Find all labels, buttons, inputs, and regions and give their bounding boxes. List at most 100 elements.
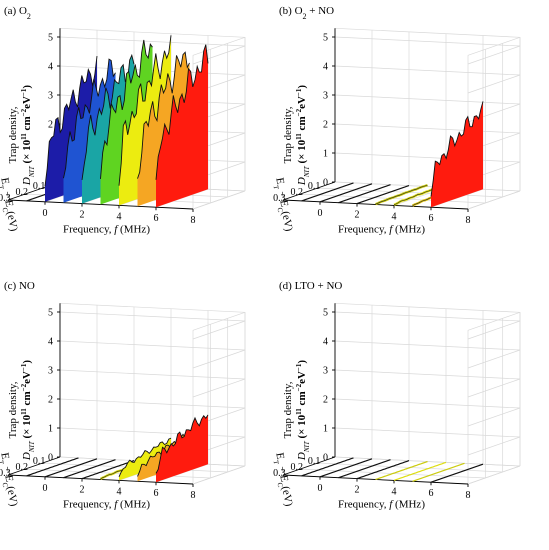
- grid-line: [334, 181, 521, 192]
- y-label-t: T: [0, 185, 5, 191]
- series-outline: [155, 414, 209, 474]
- series-line: [319, 458, 373, 478]
- grid-line: [334, 311, 521, 322]
- x-label-unit: (MHz): [117, 224, 150, 236]
- z-tick-label: 3: [48, 91, 53, 102]
- z-label-unit2: cm: [21, 116, 33, 133]
- grid-line: [334, 302, 521, 331]
- z-label-unit3: eV: [296, 96, 308, 109]
- grid-line: [59, 311, 246, 322]
- panel-title-text: (d) LTO + NO: [279, 280, 342, 292]
- z-label-unit2: cm: [21, 391, 33, 408]
- grid-line: [334, 123, 521, 134]
- series-group: [26, 35, 209, 208]
- x-axis-label: Frequency, f (MHz): [63, 224, 150, 236]
- grid-line: [334, 398, 521, 409]
- grid-line: [334, 427, 521, 438]
- z-tick-label: 0: [323, 178, 328, 189]
- y-label-e: E: [273, 177, 286, 186]
- grid-line: [334, 369, 521, 380]
- y-label-t: T: [0, 460, 5, 466]
- z-label-sub: NIT: [28, 165, 36, 178]
- x-tick-label: 6: [154, 213, 159, 224]
- grid-line: [467, 349, 521, 369]
- z-label-exp2: −2: [295, 383, 303, 391]
- x-tick-label: 8: [466, 215, 471, 226]
- y-tick-label: 0.3: [0, 193, 11, 204]
- series-outline: [44, 56, 98, 187]
- grid-line: [467, 190, 521, 210]
- x-tick-label: 8: [191, 215, 196, 226]
- x-tick-label: 4: [117, 211, 122, 222]
- panel-title: (d) LTO + NO: [279, 280, 342, 292]
- z-axis-label: Trap density,DNIT (× 1011 cm−2eV−1): [282, 360, 311, 462]
- grid-line: [59, 302, 246, 331]
- z-tick-label: 5: [48, 33, 53, 44]
- grid-line: [334, 65, 521, 76]
- x-tick-label: 6: [154, 488, 159, 499]
- x-label-text: Frequency,: [63, 499, 114, 511]
- y-tick-label: 0.3: [0, 468, 11, 479]
- y-label-e: E: [0, 177, 11, 186]
- series-line: [301, 182, 354, 202]
- grid-line: [334, 94, 521, 105]
- x-label-text: Frequency,: [338, 224, 389, 236]
- grid-line: [467, 407, 521, 427]
- z-tick-label: 2: [323, 120, 328, 131]
- x-axis-label: Frequency, f (MHz): [63, 499, 150, 511]
- series-line: [356, 460, 410, 480]
- y-tick-label: 0.3: [273, 468, 286, 479]
- z-tick-label: 3: [323, 91, 328, 102]
- axes: 0 1 2 3 4 5 0 2 4 6 8 0.1 0.2 0.3: [0, 303, 196, 501]
- series-line: [375, 460, 428, 481]
- y-tick-label: 0.1: [33, 181, 46, 192]
- z-tick-label: 0: [323, 453, 328, 464]
- y-tick-label: 0.2: [291, 187, 304, 198]
- z-label-unit2: cm: [296, 391, 308, 408]
- grid-line: [192, 465, 246, 485]
- x-tick-label: 8: [466, 490, 471, 501]
- z-tick-label: 4: [323, 62, 328, 73]
- panel-title-text: (a) O: [4, 5, 27, 17]
- y-axis-label-text: ET − EC(eV): [270, 177, 294, 233]
- series-line: [356, 185, 410, 205]
- y-label-mid: − E: [0, 188, 15, 209]
- grid-line: [467, 465, 521, 485]
- x-tick-label: 4: [392, 486, 397, 497]
- z-label-sub: NIT: [303, 165, 311, 178]
- series-outline: [81, 53, 135, 180]
- x-tick-label: 4: [117, 486, 122, 497]
- y-tick-label: 0.2: [16, 187, 29, 198]
- series-line: [430, 463, 484, 483]
- series-outline: [155, 44, 209, 180]
- z-tick-label: 1: [323, 149, 328, 160]
- z-label-exp2: −2: [20, 108, 28, 116]
- z-label-sub: NIT: [303, 440, 311, 453]
- x-tick-label: 2: [355, 210, 360, 221]
- y-axis-line: [282, 181, 336, 201]
- z-label-exp3: −1: [20, 363, 28, 371]
- x-tick-label: 2: [80, 210, 85, 221]
- series-group: [301, 457, 484, 483]
- grid-line: [59, 398, 246, 409]
- x-tick-label: 8: [191, 490, 196, 501]
- z-axis-label-line1: Trap density,: [7, 106, 19, 163]
- y-axis-label-text: ET − EC(eV): [0, 177, 20, 233]
- z-axis-label-line1: Trap density,: [282, 381, 294, 438]
- series-area: [431, 101, 483, 208]
- series-line: [63, 459, 116, 479]
- y-label-c: C: [275, 207, 284, 213]
- z-label-exp3: −1: [295, 88, 303, 96]
- z-label-unit3: eV: [296, 371, 308, 384]
- x-label-unit: (MHz): [392, 224, 425, 236]
- x-tick-label: 6: [429, 488, 434, 499]
- x-tick-label: 0: [318, 483, 323, 494]
- x-tick-label: 2: [355, 485, 360, 496]
- z-label-close: ): [296, 85, 308, 89]
- series-outline: [118, 437, 172, 477]
- z-tick-label: 2: [323, 395, 328, 406]
- y-axis-label: ET − EC(eV): [272, 452, 295, 508]
- y-label-unit: (eV): [279, 485, 294, 507]
